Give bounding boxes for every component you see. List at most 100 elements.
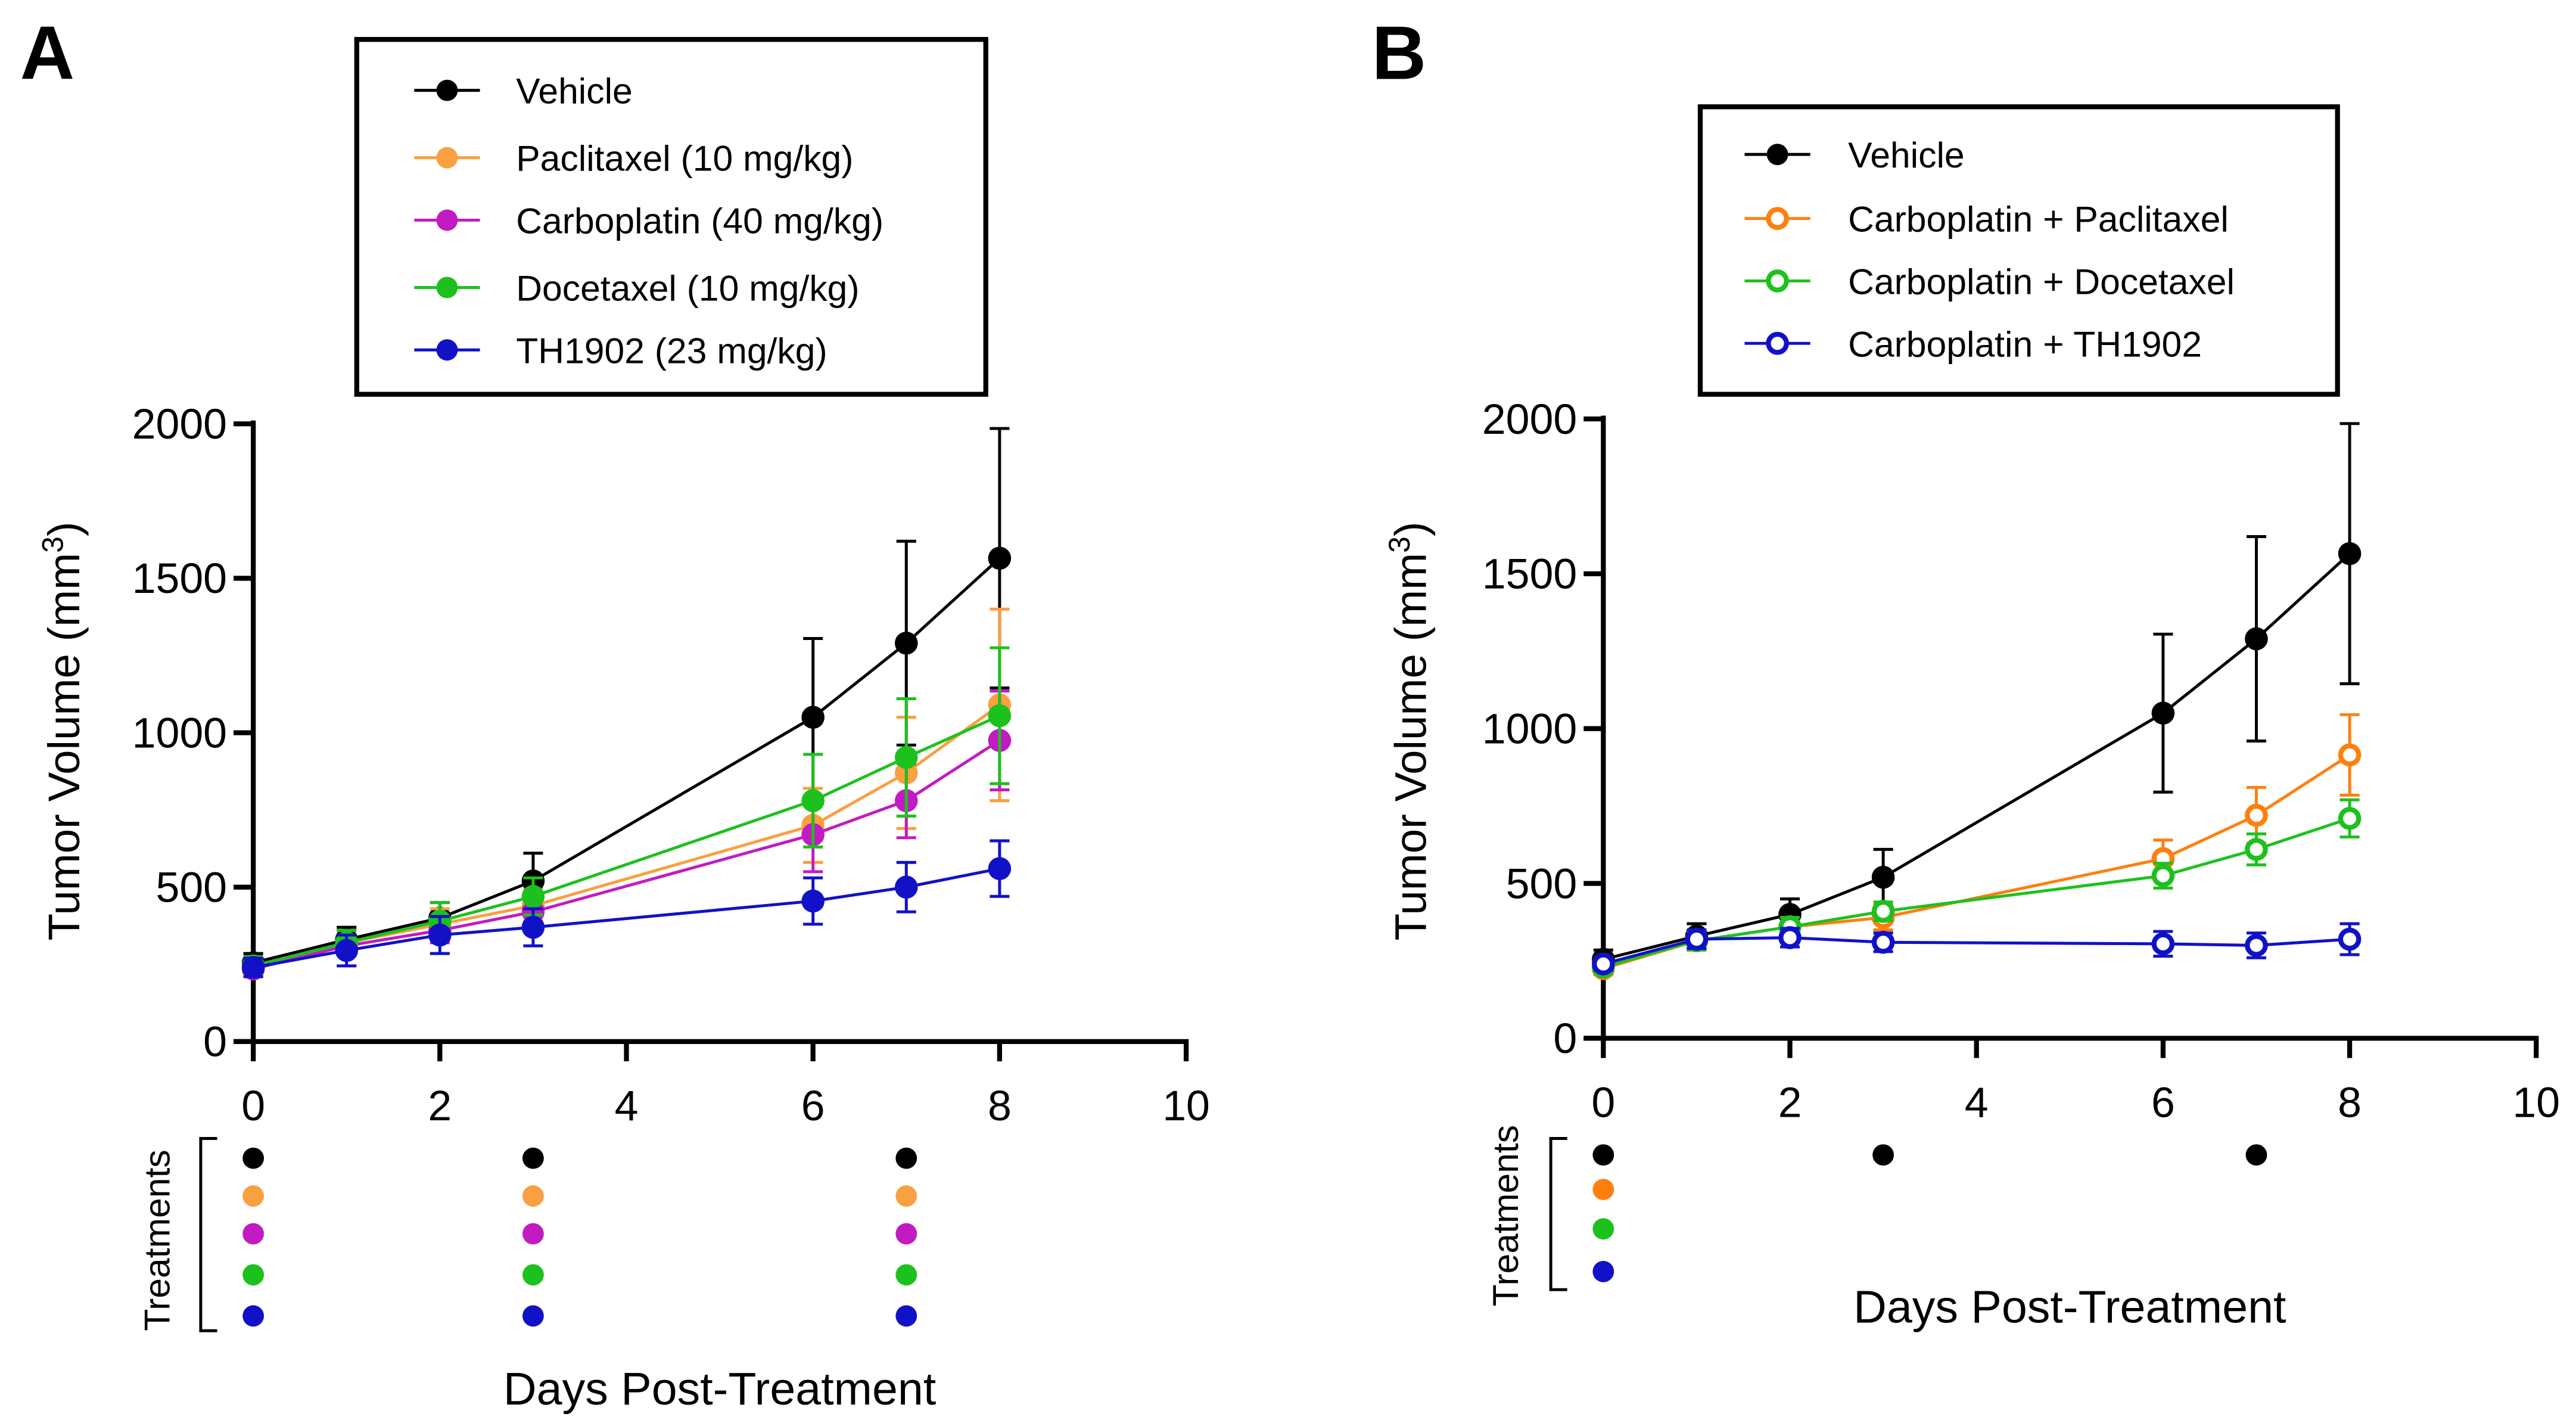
x-tick-label: 2 [428,1082,452,1130]
treatment-dot [242,1264,265,1286]
treatment-dot [895,1223,917,1245]
x-tick-label: 2 [1778,1079,1802,1127]
legend-marker [436,147,458,169]
data-point [894,875,918,899]
panel-label: A [20,10,75,95]
legend-label: Carboplatin + TH1902 [1848,324,2202,364]
treatment-dot [895,1147,917,1169]
series-1 [241,607,1012,979]
data-point [2245,838,2268,861]
legend-marker [436,209,458,231]
data-point [2338,927,2362,951]
series-line [253,867,1000,969]
legend: Vehicle Carboplatin + Paclitaxel Carboplat… [1697,104,2340,397]
legend-marker [436,276,458,299]
treatment-dot [1872,1144,1894,1166]
y-tick-label: 1000 [132,709,227,757]
y-axis-title: Tumor Volume (mm3) [36,521,89,940]
legend-label: Docetaxel (10 mg/kg) [516,268,859,309]
data-point [1592,952,1615,975]
data-point [2245,803,2268,827]
treatment-dot [522,1264,544,1286]
data-point [241,956,265,979]
treatment-dot [242,1185,265,1207]
legend-marker [1766,207,1789,230]
y-tick-label: 0 [1553,1015,1577,1062]
treatment-dot [522,1147,544,1169]
data-point [894,631,918,655]
legend-marker [1766,144,1788,166]
legend-label: Carboplatin (40 mg/kg) [516,200,883,241]
data-point [2338,743,2362,767]
legend-marker [1766,331,1789,355]
treatment-dot [1592,1144,1614,1166]
data-point [2338,542,2362,566]
data-point [521,884,545,908]
y-tick-label: 500 [155,864,227,912]
data-point [2151,932,2175,956]
panel-a: A 0 500 1000 1500 2000 0 2 4 6 8 10 Tumor Volume (mm… [20,10,1210,1415]
treatment-dot [242,1147,265,1169]
x-axis-title: Days Post-Treatment [1853,1281,2286,1332]
x-tick-label: 10 [1162,1082,1210,1130]
y-tick-label: 1000 [1482,706,1577,753]
data-point [801,889,825,913]
data-point [988,704,1012,728]
legend-label: Carboplatin + Paclitaxel [1848,199,2229,240]
series-line [1603,936,2350,966]
series-3 [1592,922,2362,975]
treatment-dot [242,1305,265,1327]
x-tick-label: 4 [1965,1079,1989,1127]
data-point [988,857,1012,880]
x-tick-label: 8 [988,1082,1012,1130]
data-point [801,789,825,812]
y-tick-label: 2000 [132,400,227,448]
legend-marker [436,79,458,101]
data-point [988,546,1012,570]
treatments-label: Treatments [137,1150,178,1331]
legend-label: Vehicle [516,71,633,111]
treatments-bracket [1549,1137,1567,1291]
data-point [2151,864,2175,887]
legend-label: Vehicle [1848,135,1965,175]
treatment-dot [1592,1260,1614,1282]
y-tick-label: 1500 [132,555,227,602]
treatment-dot [1592,1218,1614,1240]
data-point [2245,934,2268,957]
treatments-label: Treatments [1485,1125,1526,1306]
data-point [1871,900,1895,923]
data-point [2338,807,2362,830]
treatment-dot [522,1185,544,1207]
y-tick-label: 1500 [1482,551,1577,598]
data-point [894,745,918,769]
series-line [253,714,1000,968]
panel-label: B [1372,10,1427,95]
x-tick-label: 10 [2512,1079,2560,1127]
y-axis-title-text: Tumor Volume (mm [1386,553,1436,941]
treatment-dot [895,1264,917,1286]
data-point [2151,701,2175,725]
y-axis-title: Tumor Volume (mm3) [1383,521,1436,940]
x-tick-label: 6 [801,1082,825,1130]
data-point [801,706,825,729]
y-tick-label: 2000 [1482,396,1577,443]
series-4 [241,839,1012,979]
series-3 [241,646,1012,978]
y-tick-label: 0 [203,1018,227,1066]
data-point [1871,865,1895,889]
y-axis-title-close: ) [1386,521,1436,536]
treatments: Treatments [1485,1125,2267,1306]
y-axis-title-superscript: 3 [1383,536,1416,553]
y-axis-title-superscript: 3 [36,536,69,553]
series-line [253,703,1001,969]
legend-marker [436,339,458,361]
series-2 [1592,798,2362,979]
legend-label: Paclitaxel (10 mg/kg) [516,138,853,179]
treatments: Treatments [137,1137,917,1332]
x-tick-label: 6 [2151,1079,2175,1127]
treatment-dot [522,1223,544,1245]
x-tick-label: 8 [2338,1079,2362,1127]
legend-label: Carboplatin + Docetaxel [1848,261,2235,302]
data-point [521,915,545,939]
